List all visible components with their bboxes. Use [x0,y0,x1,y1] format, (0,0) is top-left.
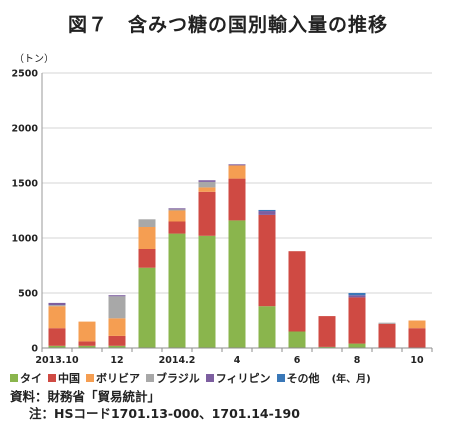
legend-swatch [205,374,214,382]
bar-segment [168,210,186,222]
bar-segment [48,306,66,329]
legend-swatch [276,374,285,382]
bar-segment [48,345,66,348]
y-tick-label: 0 [31,344,38,355]
bar-segment [138,267,156,348]
bar-segment [198,235,216,348]
legend-item: タイ [10,370,42,386]
bar-segment [198,181,216,188]
legend-item: その他 [276,370,320,386]
legend-swatch [10,374,18,382]
x-tick-label: 4 [234,355,241,366]
bar-segment [318,316,336,347]
legend-item: ブラジル [146,370,200,386]
legend-label: フィリピン [215,372,271,385]
bar-segment [258,211,276,215]
y-unit-label: （トン） [14,54,54,65]
legend-label: ボリビア [96,372,140,385]
legend-label: その他 [286,372,320,385]
bar-segment [138,219,156,227]
bar-segment [168,221,186,234]
bar-segment [108,296,126,319]
bar-segment [228,178,246,221]
bar-segment [348,295,366,298]
legend-label: ブラジル [156,372,200,385]
x-tick-label: 2013.10 [35,355,79,366]
bar-segment [288,331,306,348]
bar-segment [168,209,186,211]
bar-segment [138,249,156,268]
note-line: 注：HSコード1701.13-000、1701.14-190 [29,406,300,421]
figure-title: 図７ 含みつ糖の国別輸入量の推移 [68,14,389,36]
source-note: 資料：財務省「貿易統計」 注：HSコード1701.13-000、1701.14-… [10,388,300,422]
stacked-bar-chart: 0 500 1000 1500 2000 2500 2013.10 12 2014.2 4 6 8 10 [12,69,433,366]
bar-segment [48,328,66,346]
bar-segment [348,343,366,348]
bar-segment [198,187,216,192]
bar-segment [198,191,216,236]
legend-label: 中国 [58,372,80,385]
bar-segment [48,305,66,307]
bar-segment [378,322,396,324]
bar-segment [198,180,216,182]
y-tick-label: 1500 [12,179,39,190]
legend-item: ボリビア [86,370,140,386]
bar-segment [318,346,336,348]
bar-segment [78,345,96,348]
bar-segment [168,233,186,348]
bar-segment [228,164,246,166]
source-line: 資料：財務省「貿易統計」 [10,389,161,404]
bar-segment [228,220,246,348]
legend-label: タイ [20,372,42,385]
bar-segment [378,323,396,348]
bar-segment [348,297,366,344]
legend-item: フィリピン [205,370,271,386]
bar-segment [168,208,186,210]
bar-segment [138,227,156,249]
legend-swatch [48,374,56,382]
x-tick-label: 8 [354,355,361,366]
x-tick-label: 2014.2 [159,355,196,366]
y-tick-label: 1000 [12,234,39,245]
legend: タイ 中国 ボリビア ブラジル フィリピン その他 (年、月) [10,370,450,386]
bar-segment [78,341,96,346]
bar-segment [108,295,126,297]
bar-segment [258,209,276,212]
legend-item: 中国 [48,370,80,386]
bar-segment [348,293,366,296]
y-tick-label: 500 [18,289,38,300]
bar-segment [108,345,126,348]
y-tick-label: 2500 [12,69,39,80]
bar-segment [288,251,306,332]
bar-segment [48,302,66,306]
x-tick-label: 12 [110,355,123,366]
bar-segment [258,306,276,348]
bar-segment [258,214,276,307]
bar-segment [78,321,96,342]
bar-segment [408,328,426,348]
legend-swatch [146,374,154,382]
legend-swatch [86,374,94,382]
y-tick-label: 2000 [12,124,39,135]
bar-segment [108,318,126,336]
x-tick-label: 6 [294,355,301,366]
bar-segment [108,335,126,346]
x-tick-label: 10 [410,355,424,366]
bar-segment [408,320,426,329]
bar-segment [228,165,246,179]
x-unit-label: (年、月) [331,374,371,385]
